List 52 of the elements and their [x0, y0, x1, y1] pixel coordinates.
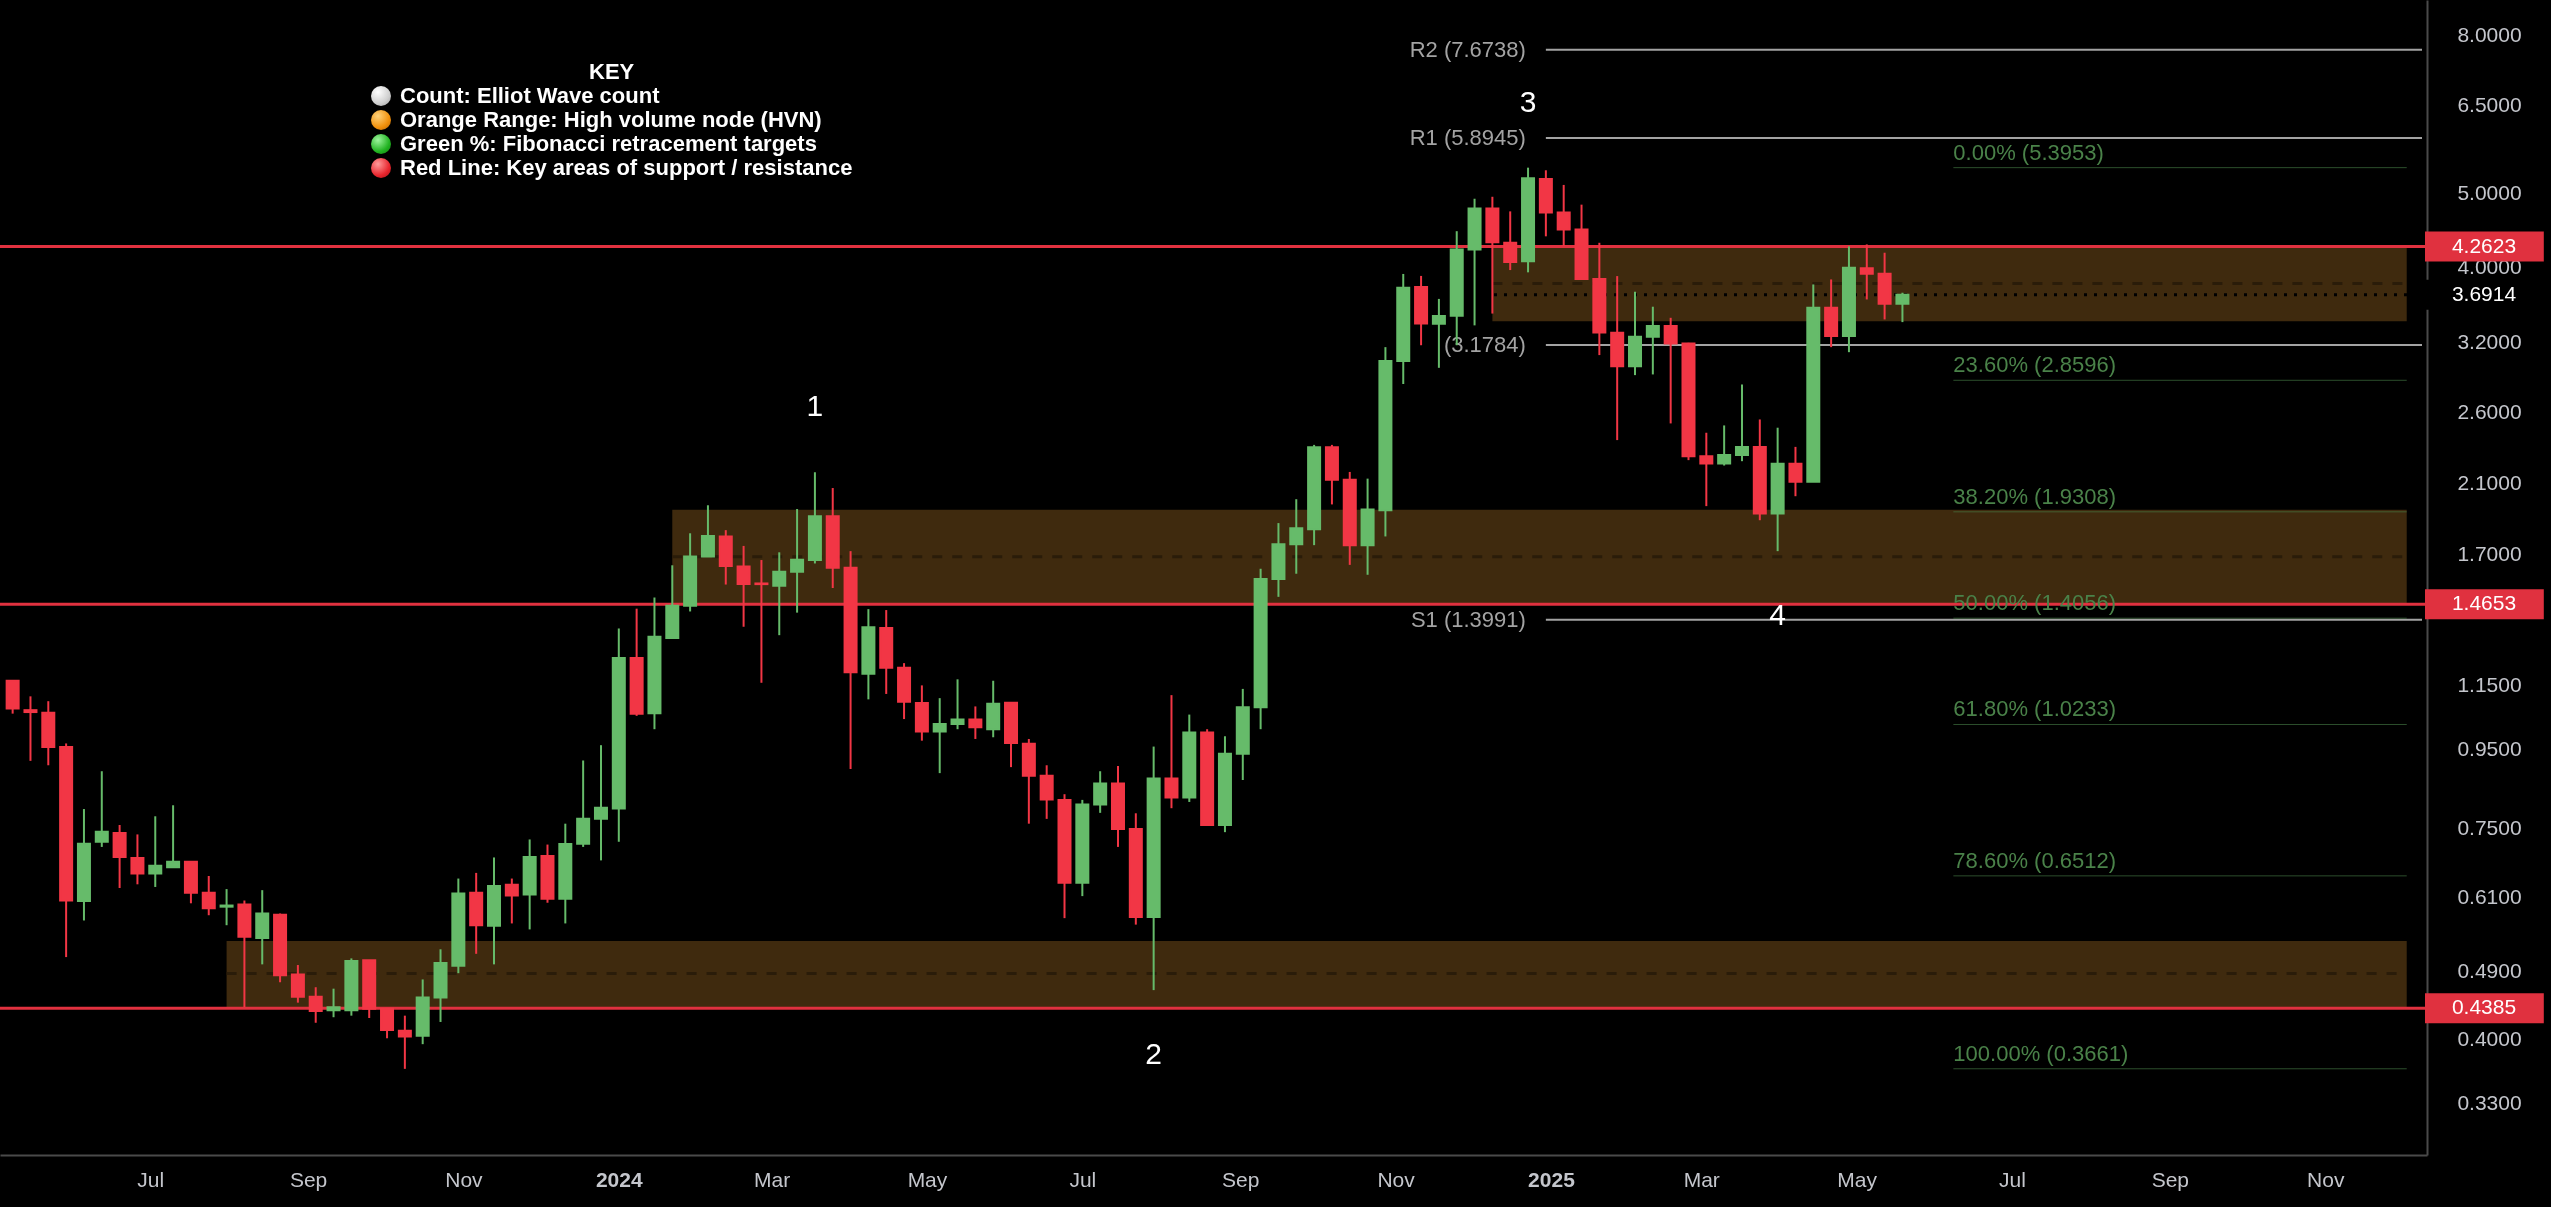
series-label: 0.00% (5.3953): [1953, 139, 2104, 165]
annotation: Green %: Fibonacci retracement targets: [400, 131, 817, 156]
annotation: KEY: [588, 59, 636, 84]
x-tick-label: May: [907, 1167, 948, 1191]
x-tick-label: Jul: [137, 1167, 165, 1191]
series-label: 23.60% (2.8596): [1953, 352, 2117, 378]
ref-line-label: 0.4385: [2451, 995, 2517, 1019]
y-tick-label: 3.2000: [2457, 330, 2522, 354]
x-tick-label: Sep: [2151, 1167, 2190, 1191]
y-tick-label: 8.0000: [2457, 23, 2522, 47]
x-tick-label: Nov: [1377, 1167, 1416, 1191]
series-label: S1 (1.3991): [1410, 606, 1526, 632]
y-tick-label: 5.0000: [2457, 180, 2522, 204]
y-tick-label: 0.4000: [2457, 1026, 2522, 1050]
ref-line-label: 4.2623: [2451, 233, 2517, 257]
ref-line-label: 3.6914: [2451, 281, 2517, 305]
ref-line-label: 1.4653: [2451, 591, 2517, 615]
series-label: R1 (5.8945): [1409, 125, 1526, 151]
x-tick-label: Mar: [754, 1167, 791, 1191]
x-tick-label: May: [1837, 1167, 1878, 1191]
y-tick-label: 1.1500: [2457, 672, 2522, 696]
series-label: 100.00% (0.3661): [1953, 1040, 2129, 1066]
y-tick-label: 0.9500: [2457, 736, 2522, 760]
series-label: 50.00% (1.4056): [1953, 590, 2117, 616]
x-tick-label: Sep: [289, 1167, 328, 1191]
series-label: R2 (7.6738): [1409, 36, 1526, 62]
annotation: 3: [1519, 84, 1537, 118]
annotation: Count: Elliot Wave count: [400, 83, 660, 108]
series-label: (3.1784): [1443, 331, 1526, 357]
x-tick-label: Nov: [2307, 1167, 2345, 1191]
y-tick-label: 2.6000: [2457, 399, 2522, 423]
annotation: 1: [806, 389, 824, 423]
y-tick-label: 6.5000: [2457, 92, 2522, 116]
annotation: Orange Range: High volume node (HVN): [400, 107, 822, 132]
y-tick-label: 0.7500: [2457, 816, 2522, 840]
y-tick-label: 1.7000: [2457, 541, 2522, 565]
x-tick-label: 2024: [595, 1167, 643, 1191]
y-tick-label: 0.6100: [2457, 885, 2522, 909]
series-label: 78.60% (0.6512): [1953, 847, 2117, 873]
x-tick-label: Jul: [1069, 1167, 1097, 1191]
x-tick-label: Mar: [1683, 1167, 1720, 1191]
x-tick-label: Sep: [1222, 1167, 1260, 1191]
x-tick-label: Nov: [445, 1167, 484, 1191]
annotation: Red Line: Key areas of support / resistance: [400, 155, 853, 180]
annotation: 2: [1145, 1037, 1162, 1071]
x-tick-label: 2025: [1528, 1167, 1576, 1191]
y-tick-label: 0.4900: [2457, 958, 2522, 982]
y-tick-label: 2.1000: [2457, 471, 2522, 495]
series-label: 61.80% (1.0233): [1953, 696, 2117, 722]
y-tick-label: 0.3300: [2457, 1091, 2522, 1115]
series-label: 38.20% (1.9308): [1953, 483, 2117, 509]
x-tick-label: Jul: [1999, 1167, 2026, 1191]
